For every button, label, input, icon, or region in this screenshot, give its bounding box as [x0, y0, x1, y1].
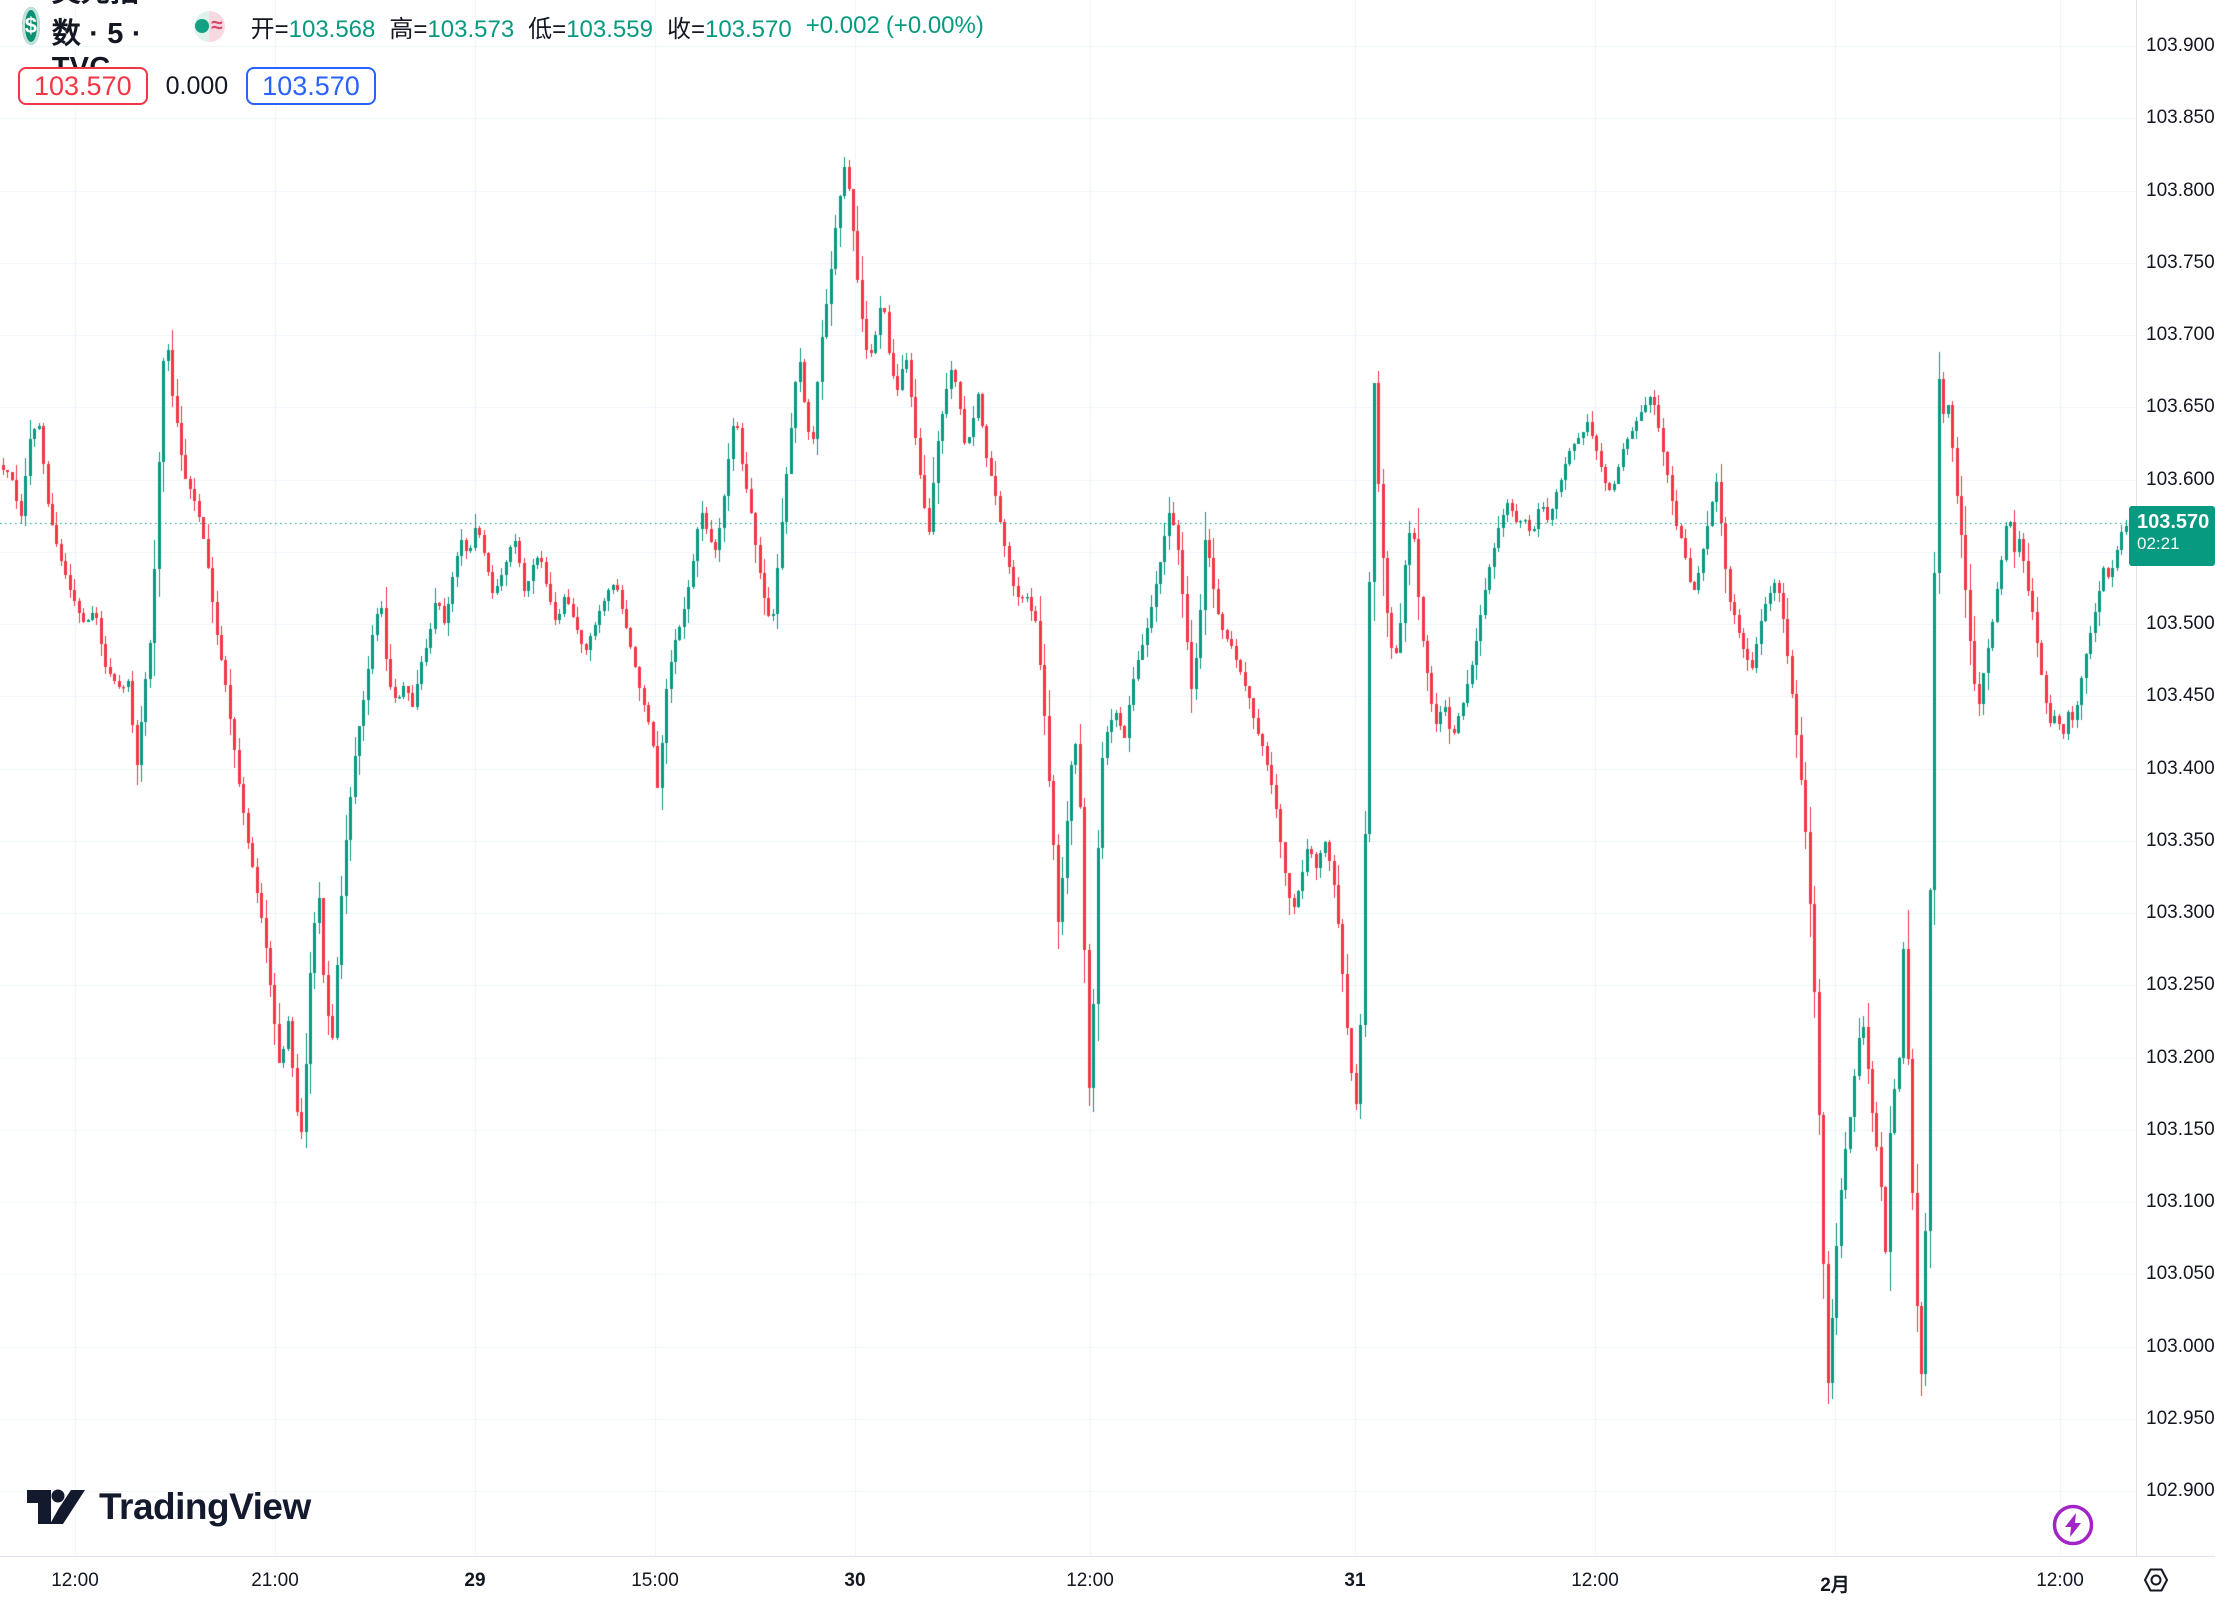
price-tick-label: 103.750	[2146, 251, 2215, 273]
symbol-logo-icon: $	[22, 7, 40, 45]
price-tick-label: 103.700	[2146, 324, 2215, 346]
time-tick-label: 2月	[1820, 1575, 1850, 1596]
price-tick-label: 103.650	[2146, 396, 2215, 418]
candlestick-chart[interactable]	[0, 0, 2136, 1556]
hexagon-gear-icon	[2144, 1568, 2168, 1592]
price-tick-label: 103.500	[2146, 613, 2215, 635]
ohlc-values: 开=103.568 高=103.573 低=103.559 收=103.570 …	[251, 9, 990, 44]
tradingview-logo-icon	[27, 1489, 85, 1524]
price-tick-label: 103.100	[2146, 1191, 2215, 1213]
boost-button[interactable]	[2051, 1503, 2095, 1547]
time-axis[interactable]: 12:00 21:00 29 15:00 30 12:00 31 12:00 2月 12:00	[0, 1556, 2215, 1607]
time-tick-label: 31	[1344, 1570, 1366, 1591]
price-tick-label: 102.900	[2146, 1480, 2215, 1502]
quote-bar: 103.570 0.000 103.570	[18, 66, 376, 106]
price-tick-label: 103.250	[2146, 974, 2215, 996]
dollar-glyph: $	[24, 13, 37, 38]
price-tick-label: 103.000	[2146, 1335, 2215, 1357]
price-tick-label: 103.400	[2146, 757, 2215, 779]
market-status-pill[interactable]: ≈	[193, 10, 225, 42]
price-change: +0.002 (+0.00%)	[805, 12, 984, 39]
ohlc-low: 低=103.559	[528, 15, 653, 43]
market-open-indicator[interactable]	[193, 10, 210, 42]
time-tick-label: 30	[844, 1570, 866, 1591]
ohlc-high: 高=103.573	[389, 15, 515, 43]
countdown-timer: 02:21	[2137, 534, 2180, 554]
lightning-icon	[2052, 1504, 2094, 1546]
price-tick-label: 103.450	[2146, 685, 2215, 707]
price-tick-label: 103.300	[2146, 902, 2215, 924]
price-tick-label: 103.800	[2146, 179, 2215, 201]
ohlc-open: 开=103.568	[250, 15, 376, 43]
tradingview-watermark[interactable]: TradingView	[25, 1484, 311, 1530]
time-tick-label: 12:00	[51, 1570, 99, 1591]
price-tick-label: 103.200	[2146, 1046, 2215, 1068]
buy-button[interactable]: 103.570	[246, 67, 376, 105]
price-tick-label: 103.350	[2146, 829, 2215, 851]
approx-data-icon[interactable]: ≈	[209, 10, 225, 42]
symbol-row: $ 美元指数 · 5 · TVC ≈ 开=103.568 高=103.573 低…	[22, 0, 990, 84]
time-tick-label: 15:00	[631, 1570, 679, 1591]
time-tick-label: 12:00	[1571, 1570, 1619, 1591]
price-tick-label: 102.950	[2146, 1407, 2215, 1429]
time-tick-label: 29	[464, 1570, 486, 1591]
spread-value: 0.000	[165, 71, 229, 100]
current-price-badge: 103.570 02:21	[2129, 506, 2215, 567]
axis-settings-icon[interactable]	[2141, 1565, 2171, 1595]
tradingview-logo-text: TradingView	[99, 1486, 311, 1527]
ohlc-close: 收=103.570	[666, 15, 792, 43]
sell-button[interactable]: 103.570	[18, 67, 148, 105]
time-tick-label: 12:00	[2036, 1570, 2084, 1591]
green-dot-icon	[194, 19, 209, 33]
price-tick-label: 103.900	[2146, 35, 2215, 57]
price-tick-label: 103.050	[2146, 1263, 2215, 1285]
time-tick-label: 12:00	[1066, 1570, 1114, 1591]
current-price-value: 103.570	[2137, 511, 2210, 534]
price-tick-label: 103.600	[2146, 468, 2215, 490]
price-tick-label: 103.850	[2146, 107, 2215, 129]
price-tick-label: 103.150	[2146, 1118, 2215, 1140]
price-axis[interactable]: 103.900 103.850 103.800 103.750 103.700 103.6…	[2136, 0, 2215, 1556]
time-tick-label: 21:00	[251, 1570, 299, 1591]
